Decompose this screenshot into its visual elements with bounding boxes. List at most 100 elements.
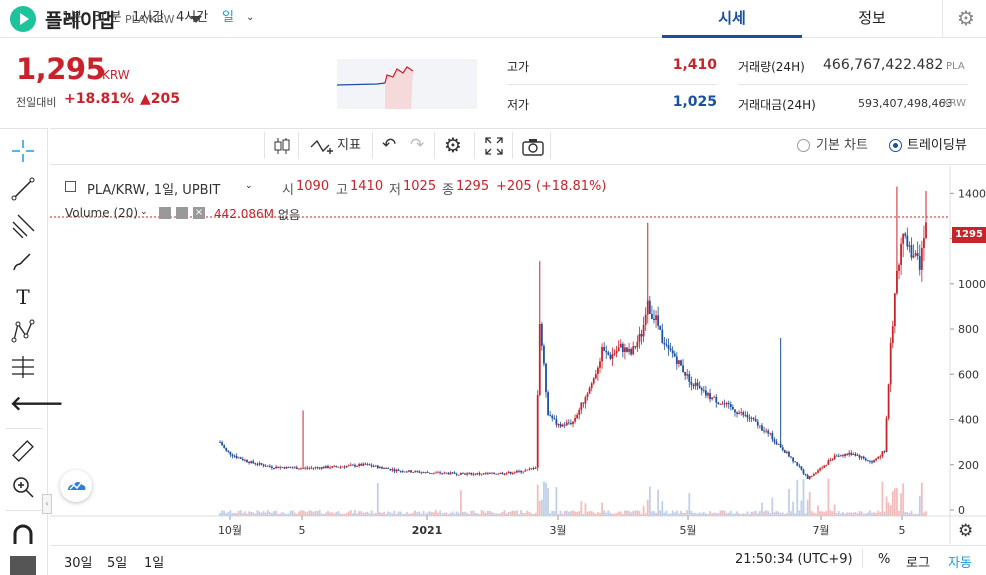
basic-chart-label[interactable]: 기본 차트 — [816, 138, 868, 153]
candle-body — [621, 343, 624, 353]
percent-toggle[interactable]: % — [878, 552, 891, 567]
indicator-button[interactable]: 지표 — [337, 138, 361, 153]
auto-toggle[interactable]: 자동 — [948, 556, 972, 571]
volume-bar — [808, 492, 811, 516]
interval-30m[interactable]: 30분 — [93, 10, 122, 25]
tab-price[interactable]: 시세 — [662, 0, 802, 38]
interval-chevron-down-icon[interactable]: ⌄ — [246, 12, 255, 23]
volume-bar — [842, 511, 844, 516]
volume-bar — [619, 511, 622, 516]
settings-gear-icon[interactable]: ⚙ — [444, 133, 462, 157]
candle-body — [493, 472, 495, 474]
volume-settings-icon[interactable] — [176, 207, 188, 219]
candle-body — [613, 353, 616, 355]
log-toggle[interactable]: 로그 — [906, 556, 930, 571]
pattern-icon[interactable] — [10, 318, 36, 344]
range-1d[interactable]: 1일 — [144, 556, 165, 571]
candle-body — [785, 451, 788, 453]
legend-chevron-icon[interactable]: ⌄ — [245, 181, 253, 191]
legend-open: 1090 — [296, 179, 330, 194]
candle-body — [480, 474, 483, 476]
chevron-down-icon[interactable] — [190, 16, 202, 23]
interval-1h[interactable]: 1시간 — [132, 10, 165, 25]
undo-icon[interactable]: ↶ — [382, 135, 397, 155]
candle-body — [478, 473, 481, 475]
volume-bar — [605, 512, 608, 516]
legend-low-label: 저 — [389, 183, 401, 198]
indicator-icon[interactable] — [310, 137, 334, 161]
volume-bar — [219, 513, 221, 516]
volume-bar — [505, 513, 508, 516]
tradingview-label[interactable]: 트레이딩뷰 — [907, 138, 967, 153]
fib-icon[interactable] — [10, 212, 36, 239]
interval-1m[interactable]: 1분 — [62, 10, 83, 25]
legend-symbol[interactable]: PLA/KRW, 1일, UPBIT — [87, 183, 221, 198]
candle-body — [351, 464, 354, 466]
brush-icon[interactable] — [10, 248, 36, 274]
gear-icon[interactable]: ⚙ — [957, 6, 975, 30]
volume-bar — [366, 511, 369, 516]
range-5d[interactable]: 5일 — [107, 556, 128, 571]
zoom-in-icon[interactable] — [10, 474, 36, 500]
ruler-icon[interactable] — [10, 438, 36, 464]
tab-info[interactable]: 정보 — [858, 9, 886, 27]
text-tool-icon[interactable]: T — [16, 285, 30, 309]
candle-body — [800, 466, 803, 470]
volume-bar — [439, 510, 442, 516]
candle-body — [590, 383, 593, 388]
trendline-icon[interactable] — [10, 176, 36, 202]
candle-body — [653, 318, 655, 320]
candle-body — [854, 453, 857, 456]
candle-body — [586, 393, 589, 398]
fullscreen-icon[interactable] — [484, 136, 504, 160]
prediction-icon[interactable] — [10, 354, 36, 380]
candle-body — [258, 463, 261, 465]
candle-body — [910, 245, 913, 258]
tradingview-logo-icon[interactable] — [60, 470, 92, 502]
candle-body — [925, 222, 927, 239]
camera-icon[interactable] — [521, 137, 545, 161]
volume-bar — [322, 513, 325, 516]
volume-bar — [459, 490, 462, 516]
axis-settings-icon[interactable]: ⚙ — [958, 521, 974, 541]
volume-visibility-icon[interactable] — [159, 207, 171, 219]
crosshair-icon[interactable] — [10, 138, 36, 164]
interval-4h[interactable]: 4시간 — [176, 10, 209, 25]
volume-bar — [879, 512, 882, 516]
range-30d[interactable]: 30일 — [64, 556, 93, 571]
candle-body — [806, 474, 809, 479]
volume-bar — [426, 512, 429, 516]
price-chart[interactable]: 140012001000800600400200010월520213월5월7월5 — [50, 166, 986, 544]
volume-bar — [420, 513, 423, 516]
volume-chevron-icon[interactable]: ⌄ — [140, 207, 148, 217]
volume-bar — [584, 503, 587, 516]
coin-name: 플레이댑 — [45, 10, 115, 32]
volume-bar — [615, 513, 618, 516]
tradingview-radio[interactable] — [889, 139, 902, 152]
volume-bar — [862, 513, 865, 516]
candle-body — [285, 466, 288, 469]
candle-body — [549, 415, 552, 417]
back-arrow-icon[interactable]: 🡐 — [10, 391, 64, 415]
collapse-legend-icon[interactable] — [65, 181, 76, 192]
redo-icon[interactable]: ↷ — [410, 135, 425, 155]
volume-bar — [547, 488, 549, 516]
clock-time[interactable]: 21:50:34 (UTC+9) — [735, 552, 853, 567]
lock-drawing-icon[interactable] — [10, 556, 36, 575]
basic-chart-radio[interactable] — [797, 139, 810, 152]
candle-body — [235, 455, 238, 458]
interval-1d[interactable]: 일 — [222, 10, 234, 25]
candle-body — [310, 467, 313, 469]
candle-type-icon[interactable] — [273, 136, 291, 160]
volume-legend-label[interactable]: Volume (20) — [65, 206, 139, 220]
candle-body — [831, 459, 834, 461]
candle-body — [769, 433, 772, 435]
candle-body — [881, 451, 884, 457]
y-tick-label: 0 — [958, 504, 965, 517]
sidebar-collapse-handle[interactable]: ‹ — [42, 494, 52, 514]
volume-close-icon[interactable]: × — [193, 207, 205, 219]
volume-bar — [688, 493, 691, 516]
candle-body — [667, 345, 670, 349]
magnet-icon[interactable] — [10, 522, 36, 548]
candle-body — [669, 348, 672, 351]
